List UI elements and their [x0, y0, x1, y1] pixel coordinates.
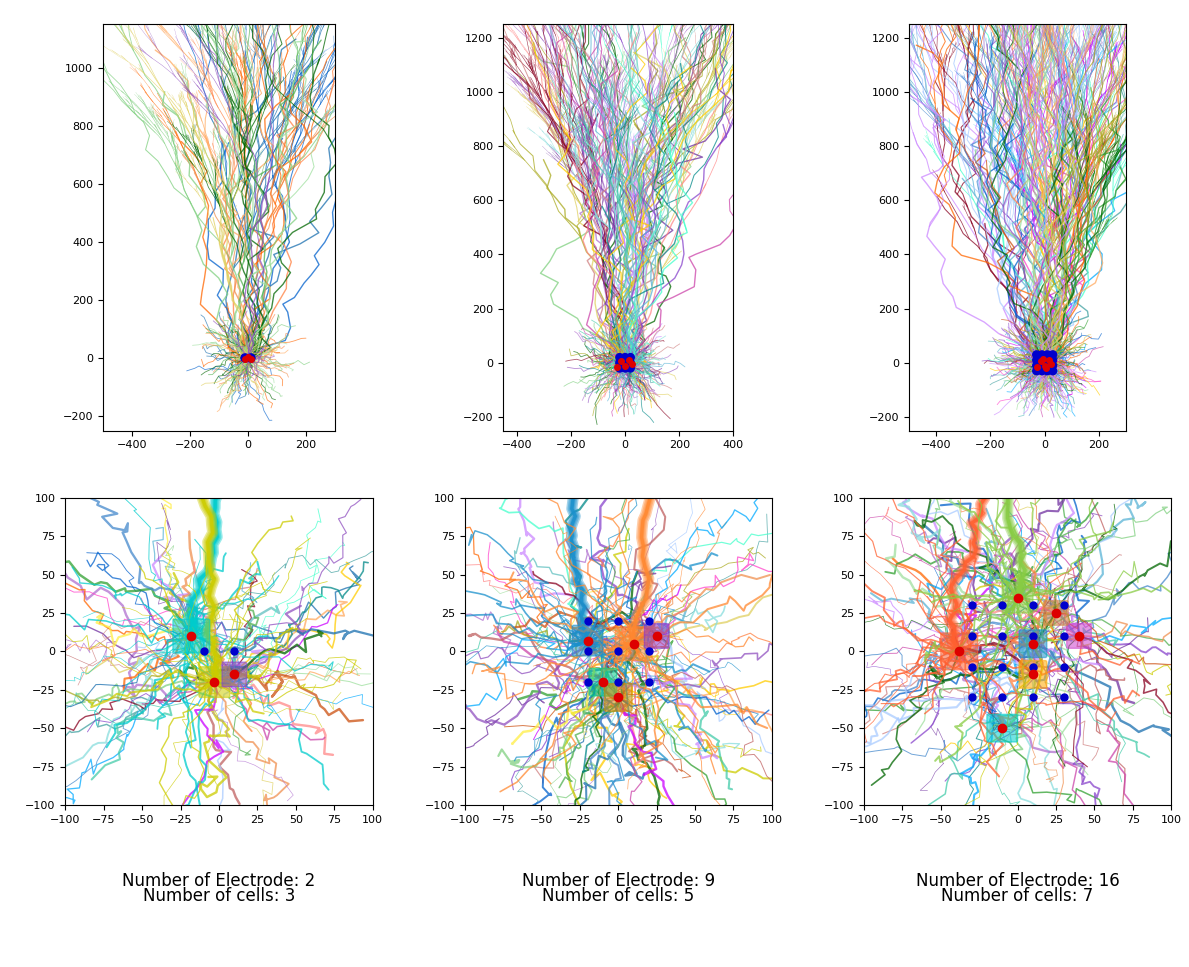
FancyBboxPatch shape — [604, 684, 633, 712]
Circle shape — [1033, 351, 1040, 359]
Circle shape — [627, 365, 634, 372]
Circle shape — [616, 354, 623, 361]
Circle shape — [1049, 367, 1057, 375]
Text: Number of Electrode: 16: Number of Electrode: 16 — [916, 872, 1120, 891]
Circle shape — [622, 365, 629, 372]
FancyBboxPatch shape — [615, 627, 652, 660]
FancyBboxPatch shape — [1067, 624, 1092, 648]
Circle shape — [1049, 356, 1057, 364]
Circle shape — [1044, 367, 1051, 375]
Circle shape — [1049, 351, 1057, 359]
Circle shape — [616, 365, 623, 372]
FancyBboxPatch shape — [1002, 582, 1033, 613]
FancyBboxPatch shape — [572, 626, 603, 656]
Circle shape — [1038, 367, 1046, 375]
FancyBboxPatch shape — [172, 619, 209, 653]
Circle shape — [627, 354, 634, 361]
FancyBboxPatch shape — [1044, 601, 1068, 626]
FancyBboxPatch shape — [644, 624, 669, 648]
Circle shape — [1038, 362, 1046, 369]
Text: Number of cells: 7: Number of cells: 7 — [942, 887, 1094, 905]
Circle shape — [616, 359, 623, 366]
FancyBboxPatch shape — [987, 715, 1018, 742]
Circle shape — [1033, 367, 1040, 375]
Circle shape — [1038, 356, 1046, 364]
Circle shape — [1033, 362, 1040, 369]
FancyBboxPatch shape — [1019, 630, 1046, 658]
Circle shape — [1033, 356, 1040, 364]
FancyBboxPatch shape — [199, 666, 229, 697]
Circle shape — [627, 359, 634, 366]
Text: Number of cells: 3: Number of cells: 3 — [143, 887, 295, 905]
FancyBboxPatch shape — [222, 662, 246, 687]
Circle shape — [1038, 351, 1046, 359]
FancyBboxPatch shape — [940, 633, 977, 670]
Circle shape — [622, 354, 629, 361]
Text: Number of cells: 5: Number of cells: 5 — [542, 887, 694, 905]
Text: Number of Electrode: 2: Number of Electrode: 2 — [122, 872, 315, 891]
Circle shape — [1044, 356, 1051, 364]
Circle shape — [241, 354, 250, 362]
Circle shape — [1044, 351, 1051, 359]
Circle shape — [1049, 362, 1057, 369]
Circle shape — [247, 354, 254, 362]
FancyBboxPatch shape — [1019, 660, 1046, 689]
Circle shape — [1044, 362, 1051, 369]
Circle shape — [622, 359, 629, 366]
Text: Number of Electrode: 9: Number of Electrode: 9 — [522, 872, 715, 891]
FancyBboxPatch shape — [589, 668, 617, 696]
